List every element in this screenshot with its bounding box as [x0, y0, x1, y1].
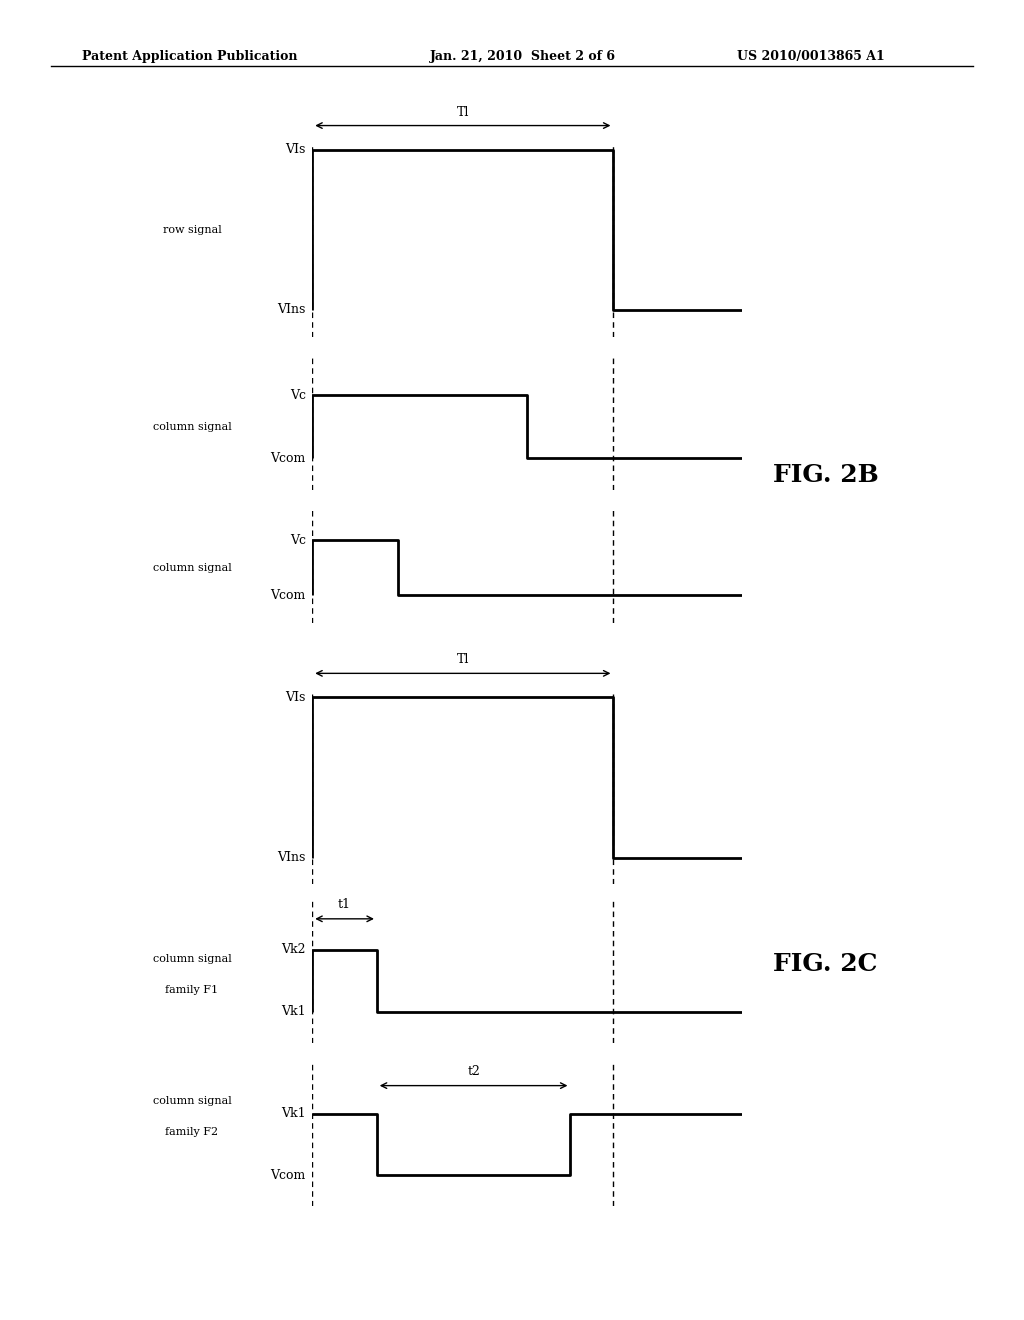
Text: column signal: column signal [153, 562, 231, 573]
Text: t2: t2 [467, 1065, 480, 1078]
Text: column signal: column signal [153, 422, 231, 432]
Text: Tl: Tl [457, 653, 469, 667]
Text: VIns: VIns [278, 851, 306, 865]
Text: Vk1: Vk1 [282, 1107, 306, 1119]
Text: column signal: column signal [153, 1096, 231, 1106]
Text: Vc: Vc [290, 389, 306, 401]
Text: US 2010/0013865 A1: US 2010/0013865 A1 [737, 50, 885, 63]
Text: Patent Application Publication: Patent Application Publication [82, 50, 297, 63]
Text: Vcom: Vcom [270, 451, 306, 465]
Text: t1: t1 [338, 899, 351, 911]
Text: VIs: VIs [286, 690, 306, 704]
Text: VIns: VIns [278, 304, 306, 317]
Text: column signal: column signal [153, 954, 231, 964]
Text: Tl: Tl [457, 106, 469, 119]
Text: FIG. 2B: FIG. 2B [773, 463, 879, 487]
Text: Vk1: Vk1 [282, 1006, 306, 1018]
Text: VIs: VIs [286, 143, 306, 156]
Text: Vcom: Vcom [270, 1170, 306, 1181]
Text: row signal: row signal [163, 224, 221, 235]
Text: FIG. 2C: FIG. 2C [773, 952, 878, 975]
Text: Vk2: Vk2 [282, 944, 306, 956]
Text: Vc: Vc [290, 533, 306, 546]
Text: family F1: family F1 [165, 985, 218, 995]
Text: Jan. 21, 2010  Sheet 2 of 6: Jan. 21, 2010 Sheet 2 of 6 [430, 50, 616, 63]
Text: Vcom: Vcom [270, 589, 306, 602]
Text: family F2: family F2 [165, 1127, 218, 1137]
